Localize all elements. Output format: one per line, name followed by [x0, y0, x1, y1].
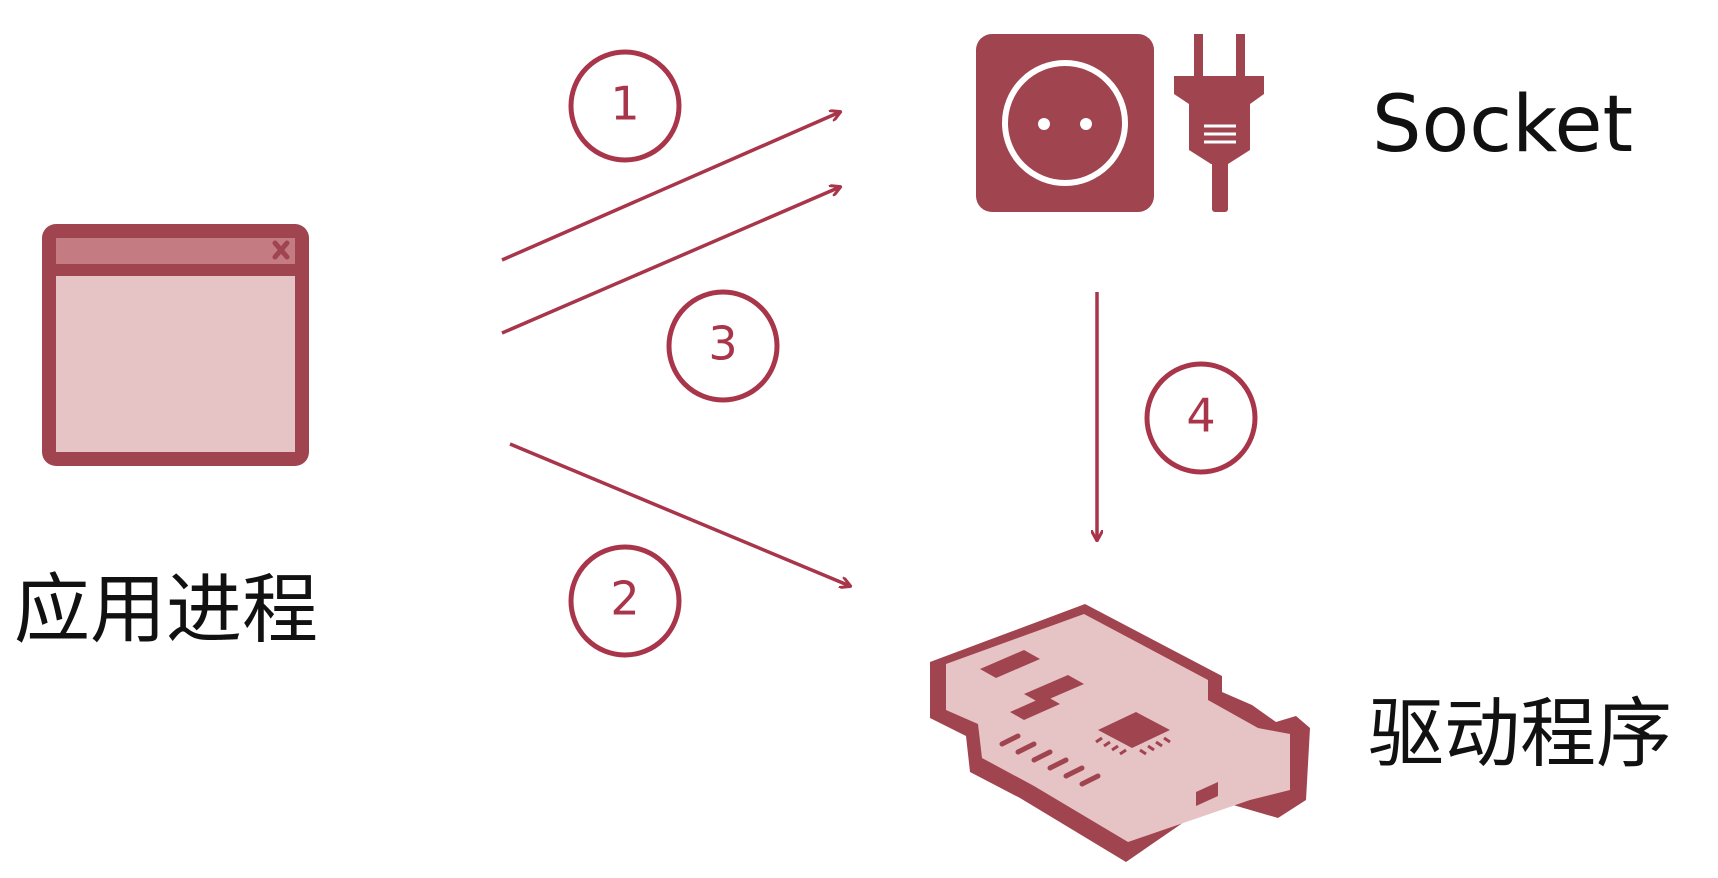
arrow-step-2: [509, 442, 850, 586]
step-badge-1: 1: [568, 49, 682, 163]
label-app-process: 应用进程: [14, 565, 318, 654]
step-badge-2: 2: [568, 544, 682, 658]
step-badge-3: 3: [666, 289, 780, 403]
window-icon: [42, 224, 309, 466]
step-number: 3: [708, 317, 737, 371]
power-socket-icon: [976, 34, 1154, 212]
plug-icon: [1174, 34, 1264, 212]
arrow-step-1: [501, 112, 840, 262]
step-badge-4: 4: [1144, 361, 1258, 475]
close-icon: [272, 240, 290, 260]
arrow-step-3: [501, 187, 840, 335]
label-driver: 驱动程序: [1368, 689, 1672, 778]
chip-icon: [1095, 712, 1171, 756]
step-number: 4: [1186, 389, 1215, 443]
label-socket: Socket: [1372, 80, 1634, 170]
step-number: 2: [610, 572, 639, 626]
step-number: 1: [610, 77, 639, 131]
network-card-icon: [930, 604, 1310, 862]
